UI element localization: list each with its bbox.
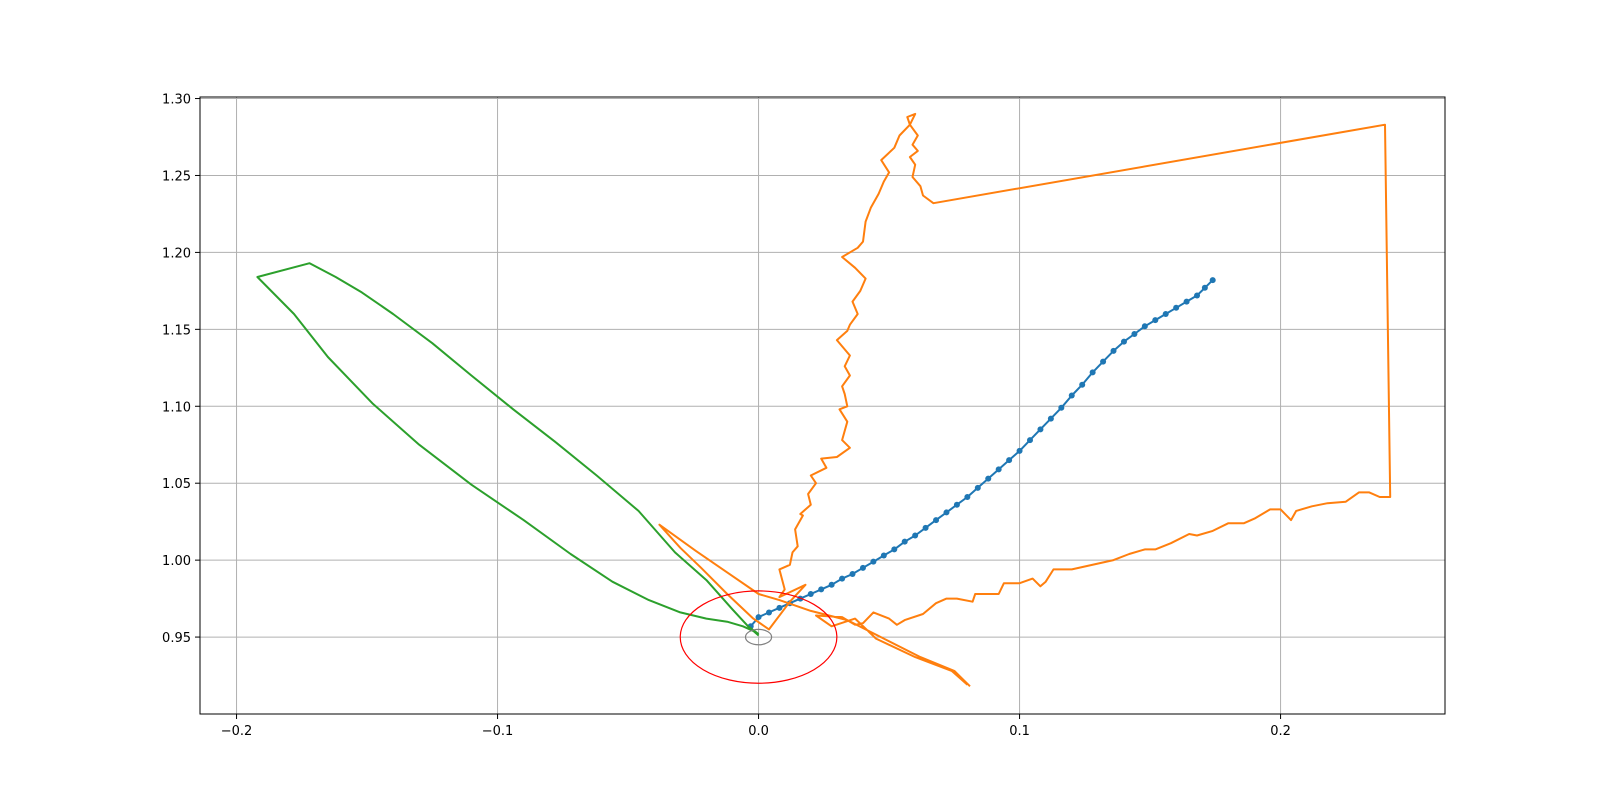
series-1-point bbox=[1079, 381, 1086, 388]
axes-frame bbox=[199, 96, 1446, 715]
x-tick-label: −0.2 bbox=[221, 724, 253, 739]
annotation-circle-1 bbox=[679, 590, 838, 684]
series-1-point bbox=[912, 532, 919, 539]
series-1-point bbox=[1141, 323, 1148, 330]
y-tick-label: 1.20 bbox=[162, 246, 191, 261]
series-1-point bbox=[891, 546, 898, 553]
series-1-point bbox=[1152, 317, 1159, 324]
series-1-point bbox=[839, 575, 846, 582]
series-1-point bbox=[964, 494, 971, 501]
y-tick-label: 0.95 bbox=[162, 631, 191, 646]
series-1-point bbox=[818, 586, 825, 593]
series-1-point bbox=[974, 484, 981, 491]
series-1-point bbox=[807, 590, 814, 597]
series-1-point bbox=[870, 558, 877, 565]
series-1-point bbox=[1037, 426, 1044, 433]
series-1-point bbox=[1047, 415, 1054, 422]
series-1-point bbox=[755, 614, 762, 621]
series-1-point bbox=[995, 466, 1002, 473]
series-1-point bbox=[1058, 404, 1065, 411]
series-1-point bbox=[1183, 298, 1190, 305]
y-tick-label: 1.00 bbox=[162, 554, 191, 569]
series-3-line bbox=[256, 262, 760, 637]
x-axis: −0.2 −0.1 0.0 0.1 0.2 bbox=[221, 714, 1291, 739]
series-1-point bbox=[922, 524, 929, 531]
y-axis: 0.95 1.00 1.05 1.10 1.15 1.20 1.25 1.30 bbox=[162, 93, 200, 646]
series-1-point bbox=[1162, 310, 1169, 317]
grid bbox=[200, 97, 1445, 714]
series-3 bbox=[256, 262, 760, 637]
series-2-line bbox=[658, 112, 1392, 688]
y-tick-label: 1.15 bbox=[162, 323, 191, 338]
series-1-point bbox=[776, 604, 783, 611]
series-1-point bbox=[985, 475, 992, 482]
series-1-point bbox=[1201, 284, 1208, 291]
series-1-line bbox=[749, 279, 1214, 627]
series-2 bbox=[658, 112, 1392, 688]
series-1-point bbox=[943, 509, 950, 516]
series-1-point bbox=[1068, 392, 1075, 399]
series-1-point bbox=[1100, 358, 1107, 365]
x-tick-label: 0.2 bbox=[1270, 724, 1291, 739]
y-tick-label: 1.30 bbox=[162, 93, 191, 108]
series-1-point bbox=[1006, 457, 1013, 464]
series-1-point bbox=[1027, 437, 1033, 444]
series-1-point bbox=[849, 570, 856, 577]
x-tick-label: 0.1 bbox=[1009, 724, 1030, 739]
series-1-point bbox=[933, 517, 940, 524]
annotation-circle-2 bbox=[744, 628, 773, 646]
series-1-point bbox=[1016, 447, 1023, 454]
series-1-point bbox=[1089, 369, 1096, 376]
series-1-point bbox=[901, 538, 908, 545]
series-1-point bbox=[880, 552, 887, 559]
series-1-point bbox=[859, 564, 866, 571]
y-tick-label: 1.10 bbox=[162, 400, 191, 415]
y-tick-label: 1.05 bbox=[162, 477, 191, 492]
series-1-point bbox=[1194, 292, 1201, 299]
y-tick-label: 1.25 bbox=[162, 169, 191, 184]
series-1-point bbox=[1131, 330, 1138, 337]
series-1-point bbox=[1173, 304, 1180, 311]
series-1-point bbox=[828, 581, 835, 588]
x-tick-label: 0.0 bbox=[748, 724, 769, 739]
series-1-point bbox=[1120, 338, 1127, 345]
series-1-point bbox=[1110, 347, 1117, 354]
x-tick-label: −0.1 bbox=[482, 724, 514, 739]
annotation-layer bbox=[679, 590, 838, 684]
series-1-point bbox=[765, 609, 772, 616]
series-1-point bbox=[1209, 277, 1216, 284]
series-1-point bbox=[953, 501, 960, 508]
